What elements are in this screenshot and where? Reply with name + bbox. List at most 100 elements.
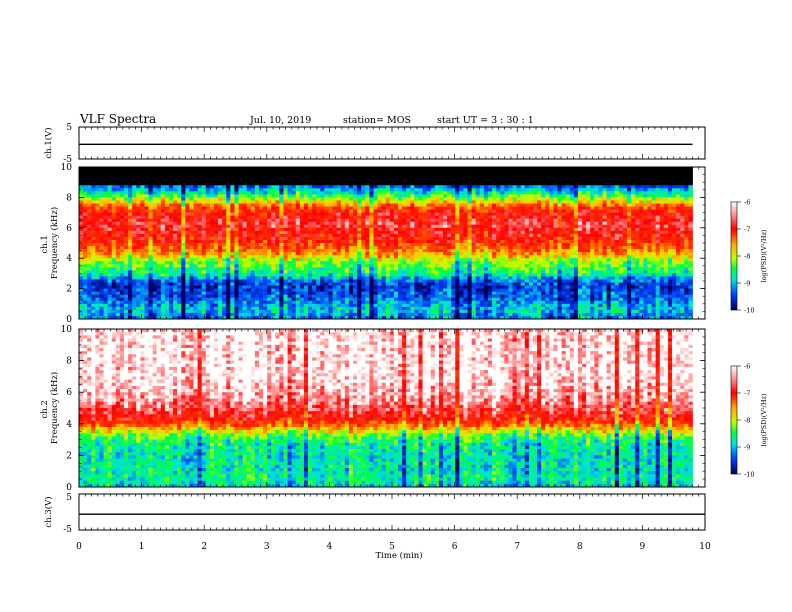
spectrogram-cell: [123, 282, 129, 286]
spectrogram-cell: [328, 215, 333, 220]
spectrogram-cell: [189, 176, 194, 180]
spectrogram-cell: [344, 279, 350, 283]
spectrogram-cell: [295, 203, 301, 207]
spectrogram-cell: [438, 194, 444, 198]
spectrogram-cell: [414, 261, 419, 265]
spectrogram-cell: [107, 309, 113, 314]
spectrogram-cell: [205, 170, 211, 174]
spectrogram-cell: [291, 276, 297, 280]
spectrogram-cell: [438, 212, 444, 217]
spectrogram-cell: [312, 221, 317, 226]
spectrogram-cell: [303, 179, 309, 183]
spectrogram-cell: [222, 243, 227, 247]
spectrogram-cell: [99, 227, 104, 232]
spectrogram-cell: [357, 173, 362, 177]
spectrogram-cell: [406, 239, 411, 244]
spectrogram-cell: [254, 252, 260, 256]
spectrogram-cell: [312, 176, 317, 180]
spectrogram-cell: [291, 288, 297, 293]
spectrogram-cell: [324, 297, 329, 302]
spectrogram-cell: [173, 309, 178, 314]
spectrogram-cell: [148, 227, 154, 232]
spectrogram-cell: [455, 191, 460, 195]
spectrogram-cell: [438, 267, 444, 271]
spectrogram-cell: [156, 221, 162, 226]
spectrogram-cell: [369, 236, 374, 241]
spectrogram-cell: [434, 303, 440, 308]
spectrogram-cell: [99, 203, 104, 207]
spectrogram-cell: [402, 233, 407, 238]
spectrogram-cell: [447, 170, 452, 174]
spectrogram-cell: [320, 282, 325, 286]
spectrogram-cell: [316, 291, 321, 296]
spectrogram-cell: [406, 215, 411, 220]
spectrogram-cell: [340, 191, 346, 195]
spectrogram-cell: [434, 297, 440, 302]
spectrogram-cell: [447, 249, 452, 253]
spectrogram-cell: [299, 267, 305, 271]
spectrogram-cell: [271, 215, 276, 220]
spectrogram-cell: [123, 179, 129, 183]
spectrogram-cell: [156, 200, 162, 204]
spectrogram-cell: [336, 167, 342, 171]
spectrogram-cell: [303, 267, 309, 271]
spectrogram-cell: [377, 185, 383, 189]
spectrogram-cell: [164, 243, 170, 247]
spectrogram-cell: [230, 218, 235, 223]
spectrogram-cell: [398, 227, 403, 232]
spectrogram-cell: [455, 309, 460, 314]
spectrogram-cell: [357, 276, 362, 280]
spectrogram-cell: [136, 255, 141, 259]
spectrogram-cell: [430, 185, 436, 189]
spectrogram-cell: [275, 191, 280, 195]
spectrogram-cell: [267, 243, 272, 247]
spectrogram-cell: [283, 209, 288, 213]
spectrogram-cell: [316, 264, 321, 268]
spectrogram-cell: [132, 188, 137, 192]
spectrogram-cell: [422, 276, 428, 280]
spectrogram-cell: [287, 224, 293, 229]
spectrogram-cell: [79, 179, 84, 183]
spectrogram-cell: [393, 273, 399, 277]
spectrogram-cell: [181, 249, 186, 253]
spectrogram-cell: [144, 270, 149, 274]
spectrogram-cell: [303, 230, 309, 235]
spectrogram-cell: [168, 255, 174, 259]
spectrogram-cell: [275, 203, 280, 207]
spectrogram-cell: [83, 170, 88, 174]
spectrogram-cell: [365, 270, 370, 274]
spectrogram-cell: [238, 197, 243, 201]
spectrogram-cell: [263, 170, 268, 174]
spectrogram-cell: [279, 306, 284, 311]
spectrogram-cell: [443, 270, 448, 274]
spectrogram-cell: [299, 315, 305, 320]
spectrogram-cell: [385, 252, 391, 256]
spectrogram-cell: [275, 239, 280, 244]
spectrogram-cell: [295, 300, 301, 305]
spectrogram-cell: [291, 270, 297, 274]
spectrogram-cell: [308, 249, 313, 253]
spectrogram-cell: [115, 209, 121, 213]
spectrogram-cell: [316, 315, 321, 320]
spectrogram-cell: [193, 282, 199, 286]
spectrogram-cell: [107, 303, 113, 308]
spectrogram-cell: [87, 194, 92, 198]
spectrogram-cell: [128, 270, 133, 274]
spectrogram-cell: [230, 236, 235, 241]
spectrogram-cell: [275, 194, 280, 198]
spectrogram-cell: [197, 170, 203, 174]
spectrogram-cell: [136, 243, 141, 247]
spectrogram-cell: [197, 258, 203, 262]
spectrogram-cell: [201, 285, 207, 289]
spectrogram-cell: [267, 233, 272, 238]
spectrogram-cell: [365, 188, 370, 192]
spectrogram-cell: [393, 191, 399, 195]
spectrogram-cell: [193, 179, 199, 183]
spectrogram-cell: [87, 255, 92, 259]
spectrogram-cell: [422, 185, 428, 189]
spectrogram-cell: [373, 200, 378, 204]
spectrogram-cell: [263, 306, 268, 311]
spectrogram-cell: [99, 236, 104, 241]
spectrogram-cell: [402, 170, 407, 174]
spectrogram-cell: [385, 224, 391, 229]
